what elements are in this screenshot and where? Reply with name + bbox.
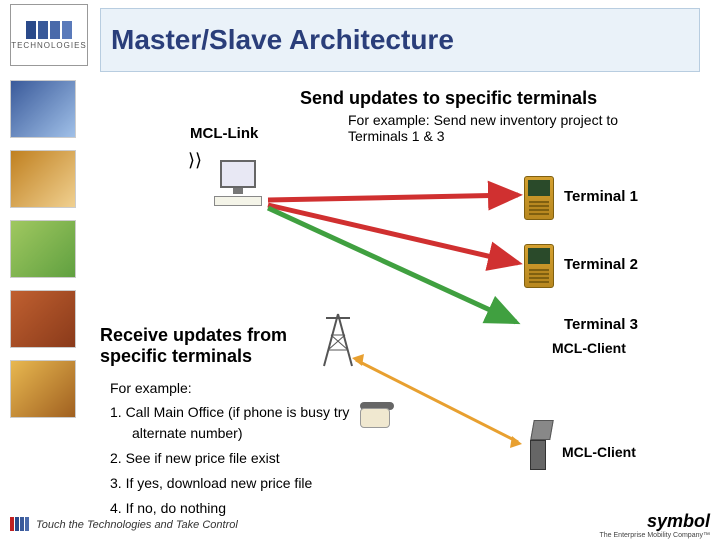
send-subtitle: For example: Send new inventory project … (348, 112, 628, 144)
thumbnail (10, 150, 76, 208)
mcl-client-label: MCL-Client (552, 340, 626, 356)
send-title: Send updates to specific terminals (300, 88, 597, 109)
logo-text: TECHNOLOGIES (11, 41, 87, 50)
thumbnail (10, 80, 76, 138)
mcl-link-label: MCL-Link (190, 125, 258, 142)
thumbnail (10, 360, 76, 418)
phone-icon (360, 402, 396, 432)
list-item: 2. See if new price file exist (110, 448, 370, 469)
footer-tagline-left: Touch the Technologies and Take Control (36, 519, 238, 531)
logo-bars (26, 21, 72, 39)
tower-icon (318, 310, 358, 370)
terminal1-label: Terminal 1 (564, 188, 638, 205)
example-label: For example: (110, 380, 192, 396)
footer-left: Touch the Technologies and Take Control (10, 517, 238, 533)
terminal2-label: Terminal 2 (564, 256, 638, 273)
list-item: 1. Call Main Office (if phone is busy tr… (110, 402, 350, 444)
mcl-client-label2: MCL-Client (562, 444, 636, 460)
sidebar-thumbnails (10, 80, 80, 418)
footer-logo-icon (10, 517, 30, 533)
receive-title: Receive updates from specific terminals (100, 325, 310, 367)
slide-footer: Touch the Technologies and Take Control … (0, 512, 720, 538)
terminal-icon (524, 176, 554, 220)
thumbnail (10, 290, 76, 348)
terminal3-label: Terminal 3 (564, 316, 638, 333)
slide-title: Master/Slave Architecture (111, 24, 454, 56)
footer-right: symbol The Enterprise Mobility Company™ (600, 511, 711, 539)
symbol-tagline: The Enterprise Mobility Company™ (600, 532, 711, 539)
wireless-icon: ⟩⟩ (188, 150, 202, 171)
receive-list: 1. Call Main Office (if phone is busy tr… (110, 402, 370, 523)
thumbnail (10, 220, 76, 278)
terminal-icon (524, 244, 554, 288)
scanner-icon (524, 420, 554, 474)
mcl-logo: TECHNOLOGIES (10, 4, 88, 66)
list-item: 3. If yes, download new price file (110, 473, 370, 494)
slide-header: Master/Slave Architecture (100, 8, 700, 72)
computer-icon (208, 160, 268, 218)
symbol-logo: symbol (600, 511, 711, 532)
